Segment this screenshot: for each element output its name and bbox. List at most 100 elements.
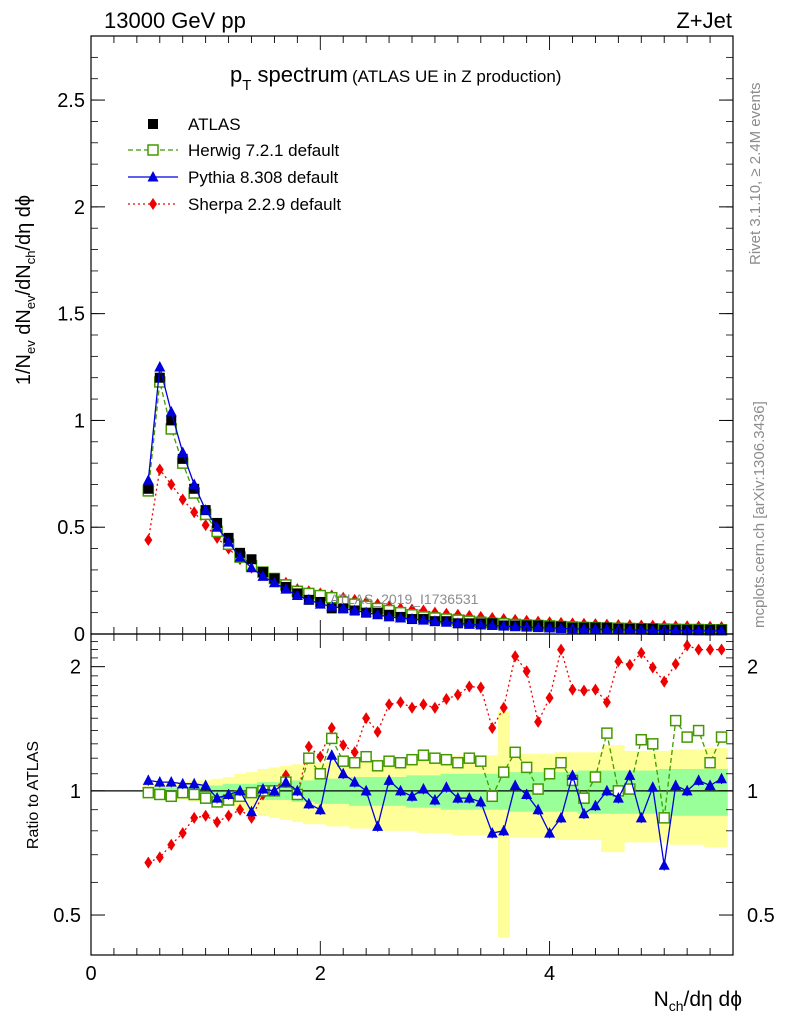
main-y-tick-label: 2.5	[57, 90, 85, 112]
ratio-point-sherpa	[327, 722, 336, 735]
ratio-point-sherpa	[614, 655, 623, 668]
ratio-point-pythia	[337, 767, 349, 779]
main-y-tick-label: 1.5	[57, 304, 85, 326]
ratio-point-pythia	[567, 769, 578, 780]
legend-marker-pythia	[147, 171, 159, 182]
ratio-point-pythia	[440, 781, 452, 792]
ratio-point-herwig	[624, 783, 636, 795]
main-point-pythia	[303, 593, 315, 605]
ratio-band-stat	[497, 773, 510, 810]
main-point-pythia	[372, 608, 384, 620]
ratio-band-stat	[692, 768, 705, 816]
main-point-pythia	[188, 478, 200, 489]
main-point-atlas	[154, 372, 165, 383]
watermark: ATLAS_2019_I1736531	[330, 591, 479, 607]
main-point-pythia	[498, 620, 510, 631]
main-point-sherpa	[167, 478, 176, 491]
ratio-band-stat	[555, 772, 568, 812]
main-point-pythia	[555, 622, 567, 633]
header-right: Z+Jet	[676, 8, 732, 33]
y-axis-ratio-label: Ratio to ATLAS	[25, 741, 42, 849]
main-point-pythia	[314, 598, 326, 609]
ratio-point-pythia	[635, 811, 647, 823]
ratio-point-herwig	[394, 756, 407, 769]
main-y-tick-label: 2	[74, 197, 85, 219]
ratio-point-pythia	[406, 790, 418, 801]
ratio-point-herwig	[704, 756, 716, 769]
ratio-point-herwig	[452, 756, 464, 769]
main-point-pythia	[452, 617, 464, 628]
title-rest: spectrum	[251, 62, 348, 87]
main-point-pythia	[521, 621, 533, 632]
ratio-point-pythia	[624, 769, 636, 780]
main-panel: 0 0.5 1 1.5 2 2.5	[57, 35, 734, 646]
main-point-pythia	[383, 610, 395, 622]
ratio-point-herwig	[692, 724, 705, 737]
main-point-atlas	[143, 483, 154, 494]
ratio-point-sherpa	[339, 739, 348, 752]
ratio-point-sherpa	[568, 683, 577, 696]
ratio-point-herwig	[635, 734, 648, 746]
ratio-point-sherpa	[660, 675, 669, 688]
ratio-point-pythia	[200, 779, 212, 791]
main-point-pythia	[211, 521, 223, 532]
ratio-band-stat	[658, 768, 671, 816]
main-point-sherpa	[155, 463, 164, 476]
ratio-point-herwig	[176, 786, 189, 799]
main-point-atlas	[246, 554, 257, 565]
ratio-point-pythia	[349, 776, 361, 787]
main-point-pythia	[440, 616, 452, 627]
ratio-point-herwig	[360, 750, 372, 763]
ratio-point-herwig	[314, 768, 327, 780]
ratio-point-sherpa	[178, 827, 187, 840]
ratio-point-herwig	[543, 768, 556, 780]
main-point-pythia	[463, 618, 475, 629]
ratio-point-herwig	[497, 766, 510, 778]
x-tick-label: 0	[85, 963, 96, 985]
x-label-s1: ch	[669, 998, 684, 1014]
main-point-pythia	[223, 536, 235, 547]
ratio-point-sherpa	[488, 722, 497, 735]
ratio-point-pythia	[326, 749, 338, 760]
ratio-point-pythia	[601, 784, 613, 796]
legend-label-pythia: Pythia 8.308 default	[188, 168, 339, 187]
ratio-point-pythia	[303, 797, 315, 809]
ratio-point-herwig	[589, 771, 602, 783]
ratio-point-sherpa	[522, 665, 531, 678]
ratio-point-sherpa	[683, 639, 692, 652]
ratio-point-sherpa	[350, 746, 359, 759]
y-label-s3: ch	[23, 251, 38, 265]
y-label-s1: ev	[23, 340, 38, 354]
ratio-point-pythia	[234, 784, 246, 796]
ratio-point-pythia	[589, 799, 601, 811]
main-point-pythia	[509, 620, 521, 632]
ratio-point-sherpa	[362, 712, 371, 725]
x-label-p2: /dη dϕ	[684, 988, 742, 1011]
ratio-point-pythia	[246, 805, 257, 817]
ratio-point-herwig	[715, 731, 728, 743]
ratio-band-stat	[578, 770, 591, 814]
legend: ATLAS Herwig 7.2.1 default Pythia 8.308 de…	[128, 115, 341, 214]
ratio-point-sherpa	[167, 838, 176, 851]
ratio-point-pythia	[268, 784, 280, 796]
ratio-y-tick-label: 1	[70, 781, 81, 803]
ratio-band-stat	[589, 770, 602, 814]
y-label-p4: /dη dϕ	[13, 195, 35, 251]
legend-label-sherpa: Sherpa 2.2.9 default	[188, 195, 341, 214]
ratio-point-sherpa	[557, 643, 566, 656]
ratio-point-pythia	[532, 803, 544, 815]
main-point-pythia	[486, 619, 498, 630]
y-axis-main-label: 1/Nev dNev/dNch/dη dϕ	[13, 195, 38, 385]
ratio-point-pythia	[177, 777, 189, 789]
ratio-point-sherpa	[453, 688, 462, 701]
main-point-pythia	[716, 624, 728, 636]
ratio-point-sherpa	[385, 698, 394, 711]
x-label-p1: N	[654, 988, 669, 1011]
ratio-point-sherpa	[304, 740, 313, 753]
main-point-pythia	[349, 604, 361, 616]
ratio-band-stat	[463, 773, 476, 810]
main-point-pythia	[165, 405, 177, 417]
main-point-pythia	[406, 613, 418, 624]
ratio-point-sherpa	[511, 650, 520, 663]
ratio-band-stat	[669, 768, 682, 816]
